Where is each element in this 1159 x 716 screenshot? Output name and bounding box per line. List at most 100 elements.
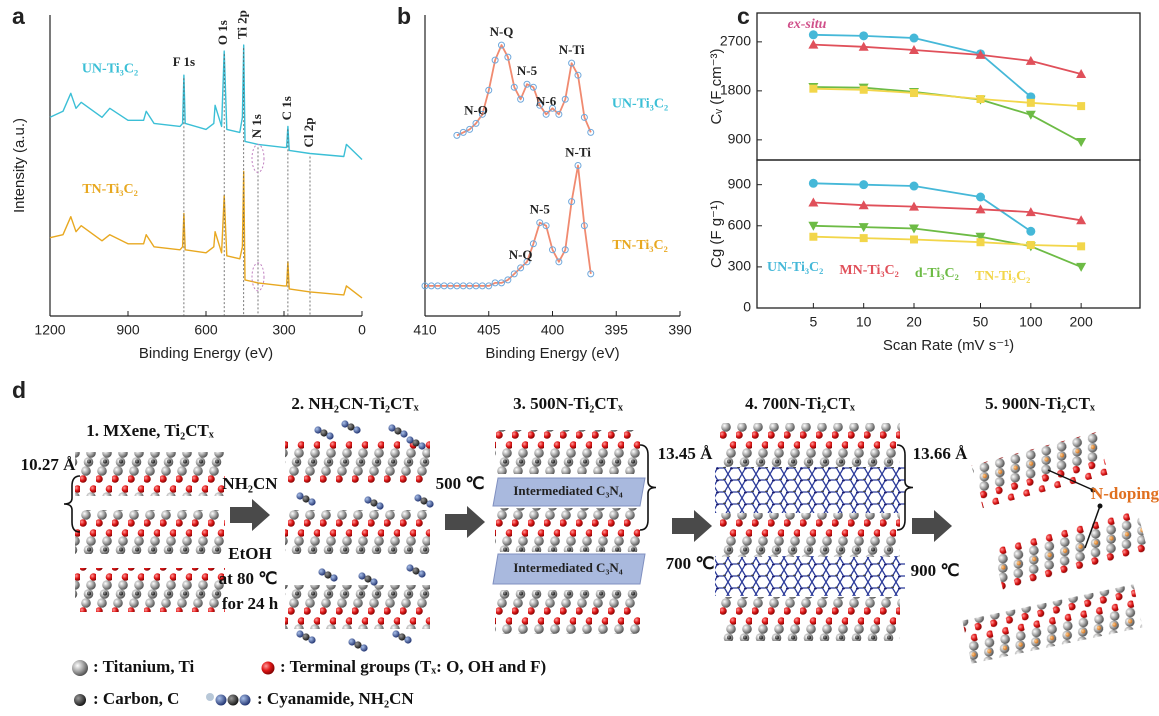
y-axis-label: Intensity (a.u.) — [11, 118, 28, 213]
peak-label: N-5 — [517, 63, 538, 78]
x-tick-label: 5 — [809, 314, 817, 330]
data-point — [549, 104, 556, 112]
data-point — [555, 110, 563, 118]
mxene-layer — [495, 590, 640, 634]
legend-text: : Cyanamide, NH₂CN — [257, 689, 414, 708]
condition: 500 ℃ — [436, 474, 485, 493]
data-point — [491, 56, 499, 64]
doped-layer — [971, 431, 1109, 509]
highlight — [251, 262, 265, 292]
x-tick-label: 300 — [272, 322, 296, 338]
mxene-layer — [720, 423, 900, 467]
atom — [324, 571, 332, 579]
data-point — [568, 198, 576, 206]
legend-text: : Titanium, Ti — [93, 657, 195, 676]
cyanamide — [388, 424, 408, 438]
data-point — [561, 246, 569, 254]
x-axis-label: Binding Energy (eV) — [139, 345, 273, 362]
data-marker — [1077, 102, 1086, 111]
mxene-layer — [285, 440, 430, 484]
series-line — [813, 43, 1082, 75]
legend-entry: d-Ti₃C₂ — [915, 266, 959, 281]
x-axis-label: Binding Energy (eV) — [485, 345, 619, 362]
data-marker — [808, 30, 818, 40]
peak-label: N-Q — [509, 247, 533, 262]
atom — [404, 636, 412, 644]
data-point — [536, 101, 544, 109]
series-line — [813, 201, 1082, 222]
atom — [358, 572, 366, 580]
atom — [296, 492, 304, 500]
data-marker — [1025, 110, 1036, 120]
legend-icon — [206, 693, 251, 706]
panel-label: a — [12, 3, 25, 29]
y-tick-label: 1800 — [720, 82, 751, 98]
panel-label: c — [737, 3, 750, 29]
mxene-layer — [75, 568, 225, 612]
data-point — [510, 270, 518, 278]
data-point — [472, 119, 480, 127]
data-point — [574, 71, 582, 79]
cyanamide — [296, 492, 316, 506]
cyanamide — [406, 436, 426, 450]
atom — [400, 430, 408, 438]
data-point — [478, 110, 486, 118]
data-point — [555, 258, 563, 266]
data-point — [510, 83, 518, 91]
x-tick-label: 400 — [541, 322, 565, 338]
arrow-head — [1090, 487, 1096, 493]
peak-label: N-Ti — [559, 42, 585, 57]
x-tick-label: 410 — [413, 322, 437, 338]
layer-label: Intermediated C₃N₄ — [513, 483, 622, 498]
x-tick-label: 1200 — [34, 322, 65, 338]
series-line — [813, 224, 1082, 268]
legend-icon — [74, 694, 86, 706]
data-marker — [859, 31, 869, 41]
atom — [370, 578, 378, 586]
peak-label: N 1s — [249, 114, 264, 138]
atom — [394, 427, 402, 435]
data-point — [587, 270, 595, 278]
series-label: UN-Ti₃C₂ — [82, 62, 138, 77]
atom — [318, 568, 326, 576]
atom — [354, 641, 362, 649]
process-arrow — [672, 510, 712, 542]
data-point — [587, 128, 595, 136]
c3n4-layer — [492, 553, 646, 585]
cyanamide — [364, 496, 384, 510]
data-point — [529, 240, 537, 248]
legend-icon — [72, 660, 88, 676]
data-marker — [976, 95, 985, 104]
data-marker — [1025, 55, 1036, 65]
data-point — [542, 222, 550, 230]
mxene-layer — [75, 452, 225, 496]
condition: EtOH — [228, 544, 271, 563]
series-line — [813, 235, 1082, 248]
data-marker — [1076, 68, 1087, 78]
x-tick-label: 100 — [1019, 314, 1043, 330]
mxene-layer — [285, 510, 430, 554]
doping-label: N-doping — [1091, 484, 1159, 503]
mxene-layer — [75, 510, 225, 554]
stage-title: 2. NH₂CN-Ti₂CTₓ — [291, 394, 418, 413]
atom — [398, 633, 406, 641]
data-marker — [909, 235, 918, 244]
cyanamide — [296, 630, 316, 644]
x-tick-label: 900 — [116, 322, 140, 338]
doping-arrow — [1084, 505, 1101, 549]
legend-entry: MN-Ti₃C₂ — [839, 263, 898, 278]
data-point — [580, 222, 588, 230]
data-point — [517, 95, 525, 103]
spacing-brace — [896, 444, 914, 531]
doped-layer — [962, 584, 1143, 664]
data-point — [459, 128, 467, 136]
data-marker — [858, 41, 869, 51]
x-tick-label: 50 — [973, 314, 989, 330]
data-marker — [858, 200, 869, 210]
x-tick-label: 390 — [668, 322, 692, 338]
data-marker — [1026, 98, 1035, 107]
stage-title: 4. 700N-Ti₂CTₓ — [745, 394, 855, 413]
y-tick-label: 900 — [728, 175, 752, 191]
data-point — [453, 131, 461, 139]
atom — [420, 497, 428, 505]
